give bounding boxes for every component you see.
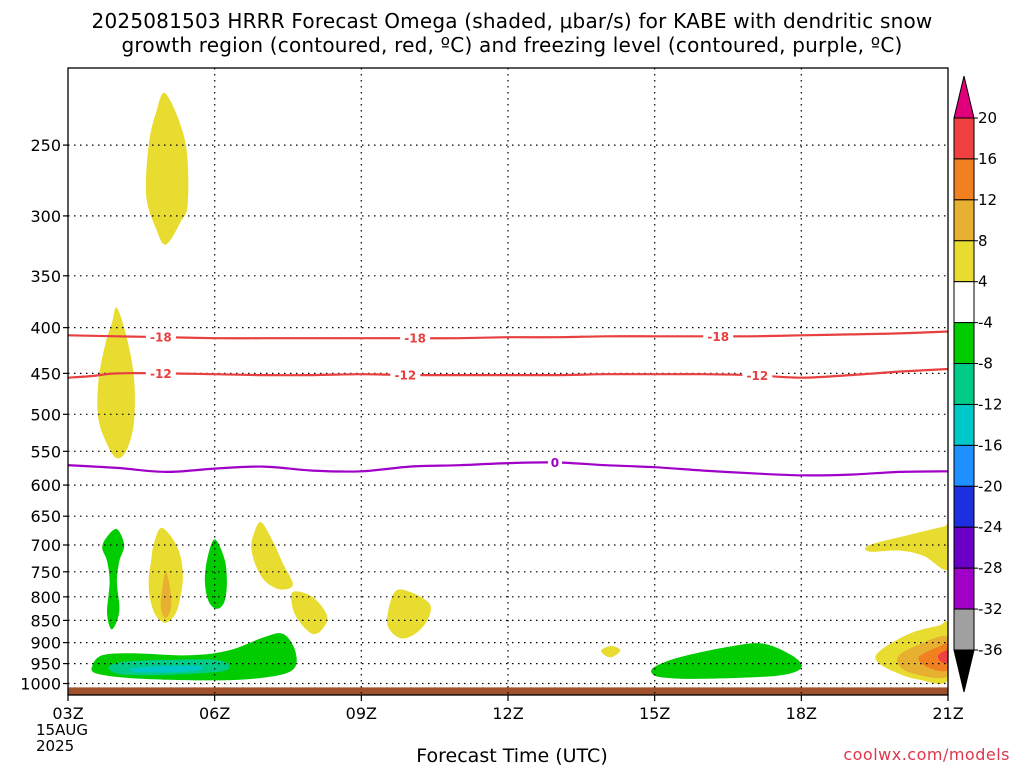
x-tick-label: 21Z — [932, 704, 963, 723]
contour-label-bg — [703, 329, 734, 344]
y-tick-label: 750 — [30, 563, 61, 582]
colorbar-tick-label: -32 — [978, 600, 1003, 618]
ground-band — [68, 687, 948, 695]
contour-label: -12 — [394, 369, 416, 383]
colorbar-tick-label: -12 — [978, 395, 1003, 413]
x-tick-label: 15Z — [639, 704, 670, 723]
contour-label-bg — [742, 368, 773, 383]
contour-label-bg — [390, 368, 421, 383]
colorbar-tick-label: -28 — [978, 559, 1003, 577]
x-axis-title: Forecast Time (UTC) — [416, 745, 608, 767]
colorbar-band — [953, 199, 975, 242]
y-tick-label: 250 — [30, 136, 61, 155]
colorbar-band — [953, 567, 975, 610]
omega-region-18 — [937, 650, 948, 664]
omega-region-1 — [97, 307, 135, 459]
omega-region-4 — [102, 528, 125, 630]
x-tick-label: 18Z — [786, 704, 817, 723]
ground-layer — [68, 687, 948, 695]
contour-label-bg — [547, 455, 562, 470]
omega-region-8 — [386, 589, 431, 639]
y-tick-label: 500 — [30, 405, 61, 424]
contour-label-bg — [145, 366, 176, 381]
colorbar-band — [953, 322, 975, 365]
colorbar-band — [953, 240, 975, 283]
y-tick-label: 300 — [30, 207, 61, 226]
omega-region-17 — [918, 643, 948, 672]
y-tick-label: 400 — [30, 319, 61, 338]
omega-region-7 — [291, 591, 328, 635]
contour-label-bg — [145, 330, 176, 345]
omega-region-13 — [651, 643, 802, 679]
colorbar-tick-label: -4 — [978, 314, 993, 332]
date-label-year: 2025 — [36, 737, 75, 755]
y-axis: 250 300 350 400 450 500 550 600 650 700 750 800 850 9… — [20, 136, 68, 694]
colorbar: 20 16 12 8 4 -4 -8 -12 -16 -20 -24 -28 -32 -36 — [953, 75, 1003, 693]
colorbar-band — [953, 485, 975, 528]
chart-title-line-1: 2025081503 HRRR Forecast Omega (shaded, … — [91, 9, 933, 33]
omega-region-14 — [865, 523, 948, 571]
y-tick-label: 850 — [30, 611, 61, 630]
y-tick-label: 600 — [30, 476, 61, 495]
colorbar-band — [953, 363, 975, 405]
colorbar-band — [953, 158, 975, 201]
colorbar-tick-label: -36 — [978, 641, 1003, 659]
colorbar-band — [953, 281, 975, 324]
colorbar-tick-label: -8 — [978, 355, 993, 373]
omega-shading-layer — [91, 92, 948, 684]
colorbar-tick-label: 12 — [978, 191, 997, 209]
colorbar-band — [953, 444, 975, 487]
x-tick-label: 03Z — [52, 704, 83, 723]
contour-label: -12 — [746, 369, 768, 383]
contour-label: -18 — [404, 332, 426, 346]
colorbar-tick-label: -16 — [978, 436, 1003, 454]
colorbar-band — [953, 117, 975, 160]
colorbar-tick-label: -20 — [978, 477, 1003, 495]
colorbar-bottom-arrow — [953, 649, 975, 693]
contour-label: 0 — [551, 456, 559, 470]
colorbar-band — [953, 403, 975, 446]
y-tick-label: 650 — [30, 507, 61, 526]
colorbar-tick-label: 20 — [978, 109, 997, 127]
omega-region-0 — [145, 92, 189, 245]
colorbar-tick-label: 4 — [978, 273, 988, 291]
y-tick-label: 450 — [30, 364, 61, 383]
omega-region-6 — [251, 521, 293, 590]
omega-region-11 — [128, 665, 203, 673]
contour-label: -12 — [150, 367, 172, 381]
y-tick-label: 700 — [30, 536, 61, 555]
contour-label-layer: -18 -18 -18 -12 -12 -12 0 — [145, 329, 773, 470]
omega-region-12 — [600, 645, 621, 658]
y-tick-label: 550 — [30, 442, 61, 461]
y-tick-label: 800 — [30, 588, 61, 607]
y-tick-label: 1000 — [20, 675, 61, 694]
colorbar-band — [953, 526, 975, 569]
date-label-day: 15AUG — [36, 721, 88, 739]
y-tick-label: 900 — [30, 634, 61, 653]
contour-line-1 — [68, 367, 948, 379]
chart-title-line-2: growth region (contoured, red, ºC) and f… — [121, 33, 903, 57]
contour-label: -18 — [707, 330, 729, 344]
colorbar-tick-label: 16 — [978, 150, 997, 168]
y-tick-label: 950 — [30, 655, 61, 674]
colorbar-top-arrow — [953, 75, 975, 119]
colorbar-tick-label: -24 — [978, 518, 1003, 536]
x-tick-label: 12Z — [492, 704, 523, 723]
contour-line-2 — [68, 461, 948, 477]
contour-label-bg — [400, 331, 431, 346]
x-tick-label: 06Z — [199, 704, 230, 723]
grid-layer — [68, 68, 948, 695]
source-credit: coolwx.com/models — [843, 745, 1010, 764]
x-tick-label: 09Z — [346, 704, 377, 723]
x-axis: 03Z 06Z 09Z 12Z 15Z 18Z 21Z — [52, 695, 964, 723]
contour-line-0 — [68, 330, 948, 340]
contour-label: -18 — [150, 331, 172, 345]
omega-region-5 — [204, 539, 227, 609]
omega-region-3 — [160, 571, 172, 619]
contour-layer — [68, 330, 948, 477]
colorbar-tick-label: 8 — [978, 232, 988, 250]
y-tick-label: 350 — [30, 267, 61, 286]
colorbar-band — [953, 608, 975, 651]
